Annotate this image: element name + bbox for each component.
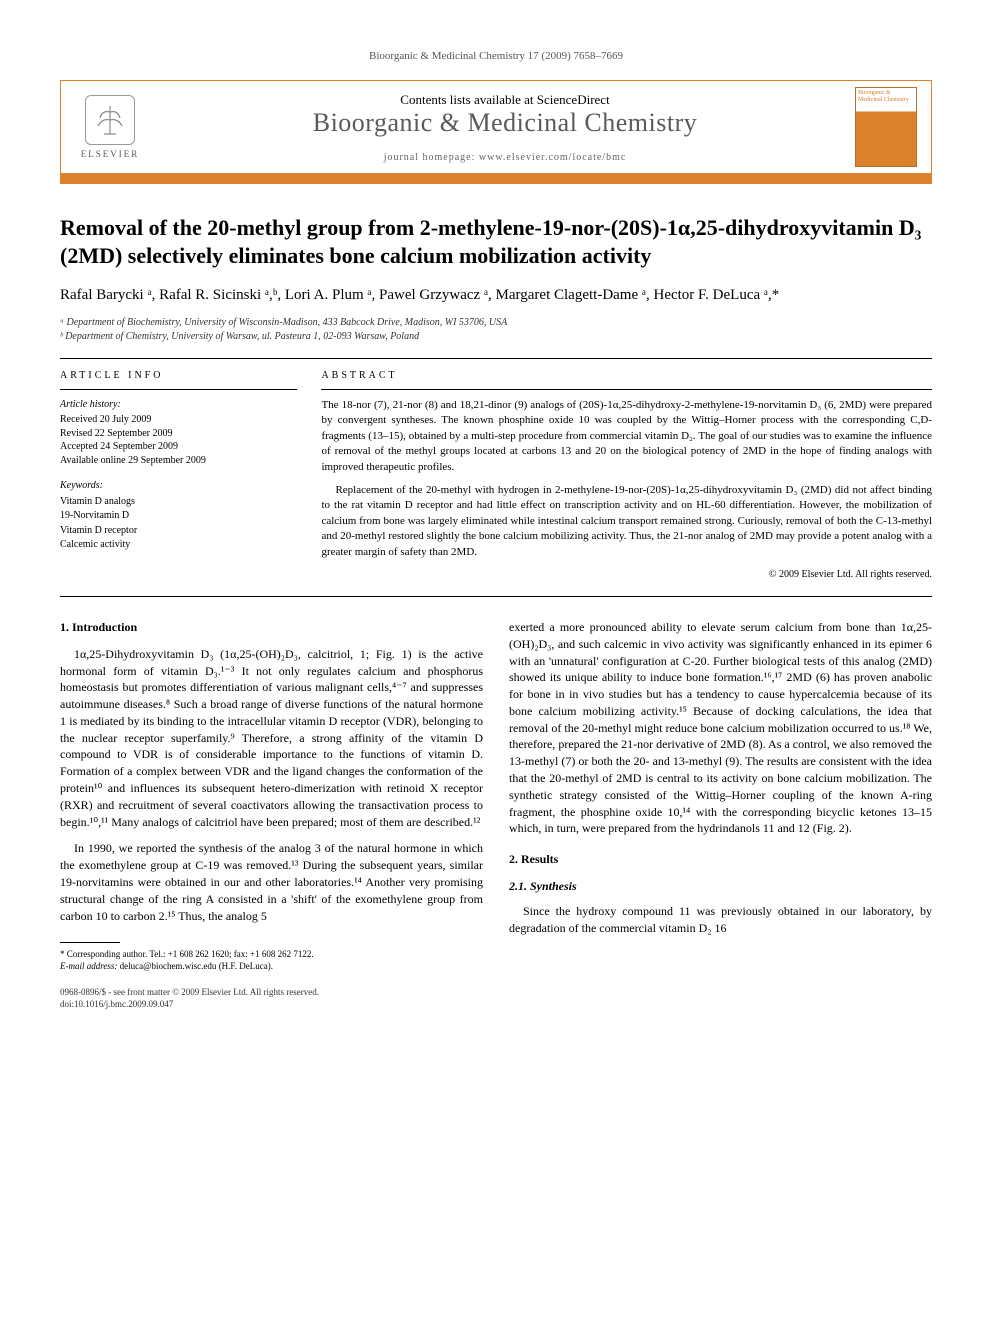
article-info-heading: ARTICLE INFO — [60, 369, 297, 390]
synthesis-p1: Since the hydroxy compound 11 was previo… — [509, 903, 932, 937]
keyword-item: Vitamin D analogs — [60, 495, 297, 509]
page-footer: 0968-0896/$ - see front matter © 2009 El… — [60, 987, 932, 1010]
info-abstract-row: ARTICLE INFO Article history: Received 2… — [60, 358, 932, 597]
journal-title: Bioorganic & Medicinal Chemistry — [155, 108, 855, 138]
footnote-email[interactable]: deluca@biochem.wisc.edu — [120, 961, 217, 971]
masthead-stripe — [61, 173, 931, 183]
abstract-copyright: © 2009 Elsevier Ltd. All rights reserved… — [321, 568, 932, 582]
keyword-item: Calcemic activity — [60, 538, 297, 552]
footnote-rule — [60, 942, 120, 943]
journal-masthead: ELSEVIER Contents lists available at Sci… — [60, 80, 932, 184]
abstract-heading: ABSTRACT — [321, 369, 932, 390]
contents-available-line: Contents lists available at ScienceDirec… — [155, 92, 855, 108]
article-info-column: ARTICLE INFO Article history: Received 2… — [60, 369, 297, 582]
body-column-right: exerted a more pronounced ability to ele… — [509, 619, 932, 973]
intro-p1: 1α,25-Dihydroxyvitamin D₃ (1α,25-(OH)₂D₃… — [60, 646, 483, 831]
journal-homepage: journal homepage: www.elsevier.com/locat… — [155, 152, 855, 163]
publisher-logo: ELSEVIER — [75, 87, 145, 167]
section-2-1-heading: 2.1. Synthesis — [509, 878, 932, 895]
contents-prefix: Contents lists available at — [400, 92, 536, 107]
running-head: Bioorganic & Medicinal Chemistry 17 (200… — [60, 50, 932, 62]
footer-doi: doi:10.1016/j.bmc.2009.09.047 — [60, 999, 932, 1011]
footnote-email-who: (H.F. DeLuca). — [219, 961, 273, 971]
keywords-label: Keywords: — [60, 479, 297, 493]
corresponding-author-footnote: * Corresponding author. Tel.: +1 608 262… — [60, 949, 483, 972]
abstract-column: ABSTRACT The 18-nor (7), 21-nor (8) and … — [321, 369, 932, 582]
abstract-p2: Replacement of the 20-methyl with hydrog… — [321, 483, 932, 560]
article-title: Removal of the 20-methyl group from 2-me… — [60, 214, 932, 269]
intro-p2: In 1990, we reported the synthesis of th… — [60, 840, 483, 924]
section-1-heading: 1. Introduction — [60, 619, 483, 636]
body-column-left: 1. Introduction 1α,25-Dihydroxyvitamin D… — [60, 619, 483, 973]
author-list: Rafal Barycki ᵃ, Rafal R. Sicinski ᵃ,ᵇ, … — [60, 285, 932, 306]
history-label: Article history: — [60, 398, 297, 412]
keyword-item: 19-Norvitamin D — [60, 509, 297, 523]
footnote-corr: * Corresponding author. Tel.: +1 608 262… — [60, 949, 483, 961]
elsevier-tree-icon — [85, 95, 135, 145]
footnote-email-label: E-mail address: — [60, 961, 117, 971]
body-two-columns: 1. Introduction 1α,25-Dihydroxyvitamin D… — [60, 619, 932, 973]
footer-issn: 0968-0896/$ - see front matter © 2009 El… — [60, 987, 932, 999]
affiliations: ᵃ Department of Biochemistry, University… — [60, 316, 932, 344]
history-online: Available online 29 September 2009 — [60, 454, 297, 468]
sciencedirect-link[interactable]: ScienceDirect — [537, 92, 610, 107]
history-revised: Revised 22 September 2009 — [60, 427, 297, 441]
history-received: Received 20 July 2009 — [60, 413, 297, 427]
abstract-p1: The 18-nor (7), 21-nor (8) and 18,21-din… — [321, 398, 932, 475]
history-accepted: Accepted 24 September 2009 — [60, 440, 297, 454]
section-2-heading: 2. Results — [509, 851, 932, 868]
affiliation-a: ᵃ Department of Biochemistry, University… — [60, 316, 932, 330]
keyword-item: Vitamin D receptor — [60, 524, 297, 538]
keywords-list: Vitamin D analogs 19-Norvitamin D Vitami… — [60, 495, 297, 552]
publisher-name: ELSEVIER — [81, 149, 140, 159]
intro-p3: exerted a more pronounced ability to ele… — [509, 619, 932, 837]
journal-cover-thumb: Bioorganic & Medicinal Chemistry — [855, 87, 917, 167]
cover-title: Bioorganic & Medicinal Chemistry — [858, 90, 914, 103]
affiliation-b: ᵇ Department of Chemistry, University of… — [60, 330, 932, 344]
